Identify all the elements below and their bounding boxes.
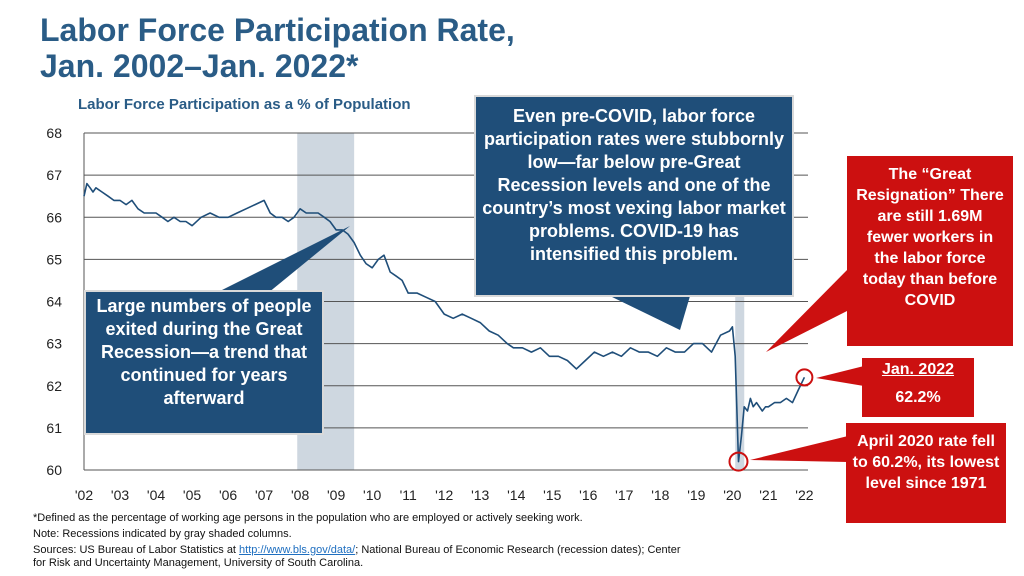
y-tick-label-68: 68 <box>46 125 62 141</box>
x-tick-label-20: '20 <box>723 487 741 503</box>
x-tick-label-07: '07 <box>255 487 273 503</box>
jan-2022-callout: Jan. 2022 62.2% <box>862 358 974 417</box>
great-recession-callout-text: Large numbers of people exited during th… <box>96 296 312 408</box>
x-tick-label-11: '11 <box>400 487 417 503</box>
y-tick-label-62: 62 <box>46 378 62 394</box>
x-tick-label-04: '04 <box>147 487 165 503</box>
bls-link[interactable]: http://www.bls.gov/data/ <box>239 544 356 556</box>
jan-2022-pointer <box>816 366 864 386</box>
x-tick-label-02: '02 <box>75 487 93 503</box>
pre-covid-callout: Even pre-COVID, labor force participatio… <box>474 95 794 297</box>
x-tick-label-16: '16 <box>579 487 597 503</box>
footnote-recessions: Note: Recessions indicated by gray shade… <box>33 528 292 540</box>
series-layer <box>83 182 806 463</box>
sources-suffix: ; National Bureau of Economic Research (… <box>355 544 681 556</box>
x-tick-label-19: '19 <box>687 487 705 503</box>
x-tick-label-22: '22 <box>795 487 813 503</box>
x-tick-label-12: '12 <box>435 487 453 503</box>
x-tick-label-08: '08 <box>291 487 309 503</box>
x-tick-label-21: '21 <box>759 487 777 503</box>
april-2020-marker <box>728 451 749 472</box>
axis-layer: '02 '03 '04 '05 '06 '07 '08 '09 '10 '11 '12 '13 '14 '… <box>75 133 814 503</box>
x-tick-label-18: '18 <box>651 487 669 503</box>
great-resignation-callout-text: The “Great Resignation” There are still … <box>856 166 1004 309</box>
great-recession-callout: Large numbers of people exited during th… <box>84 290 324 435</box>
x-tick-label-13: '13 <box>471 487 489 503</box>
x-tick-label-17: '17 <box>615 487 633 503</box>
y-tick-label-66: 66 <box>46 209 62 225</box>
title-line-1: Labor Force Participation Rate, <box>40 12 515 48</box>
jan-2022-value: 62.2% <box>895 389 941 406</box>
x-tick-label-10: '10 <box>363 487 381 503</box>
x-tick-label-15: '15 <box>543 487 561 503</box>
pre-covid-pointer <box>610 296 690 330</box>
april-2020-callout: April 2020 rate fell to 60.2%, its lowes… <box>846 423 1006 523</box>
y-tick-label-64: 64 <box>46 294 62 310</box>
y-tick-label-67: 67 <box>46 167 62 183</box>
series-line-0 <box>83 182 806 463</box>
pre-covid-callout-text: Even pre-COVID, labor force participatio… <box>482 106 786 264</box>
april-2020-callout-text: April 2020 rate fell to 60.2%, its lowes… <box>852 433 1000 492</box>
chart-subtitle: Labor Force Participation as a % of Popu… <box>78 96 411 113</box>
jan-2022-label: Jan. 2022 <box>881 361 955 378</box>
footnote-definition: *Defined as the percentage of working ag… <box>33 512 583 524</box>
x-tick-label-05: '05 <box>183 487 201 503</box>
great-resignation-callout: The “Great Resignation” There are still … <box>847 156 1013 346</box>
great-recession-pointer <box>216 226 350 293</box>
april-2020-pointer <box>750 436 848 462</box>
great-resignation-pointer <box>766 268 849 352</box>
x-tick-label-14: '14 <box>507 487 525 503</box>
jan-2022-marker <box>795 368 814 387</box>
x-tick-label-06: '06 <box>219 487 237 503</box>
chart-title: Labor Force Participation Rate, Jan. 200… <box>40 12 660 84</box>
y-tick-label-63: 63 <box>46 336 62 352</box>
footnote-sources: Sources: US Bureau of Labor Statistics a… <box>33 544 753 570</box>
title-line-2: Jan. 2002–Jan. 2022* <box>40 48 359 84</box>
pointer-layer <box>216 226 864 472</box>
sources-line-2: for Risk and Uncertainty Management, Uni… <box>33 557 364 569</box>
x-tick-label-09: '09 <box>327 487 345 503</box>
sources-prefix: Sources: US Bureau of Labor Statistics a… <box>33 544 240 556</box>
y-tick-label-60: 60 <box>46 462 62 478</box>
y-tick-label-65: 65 <box>46 251 62 267</box>
x-tick-label-03: '03 <box>111 487 129 503</box>
y-tick-label-61: 61 <box>46 420 62 436</box>
